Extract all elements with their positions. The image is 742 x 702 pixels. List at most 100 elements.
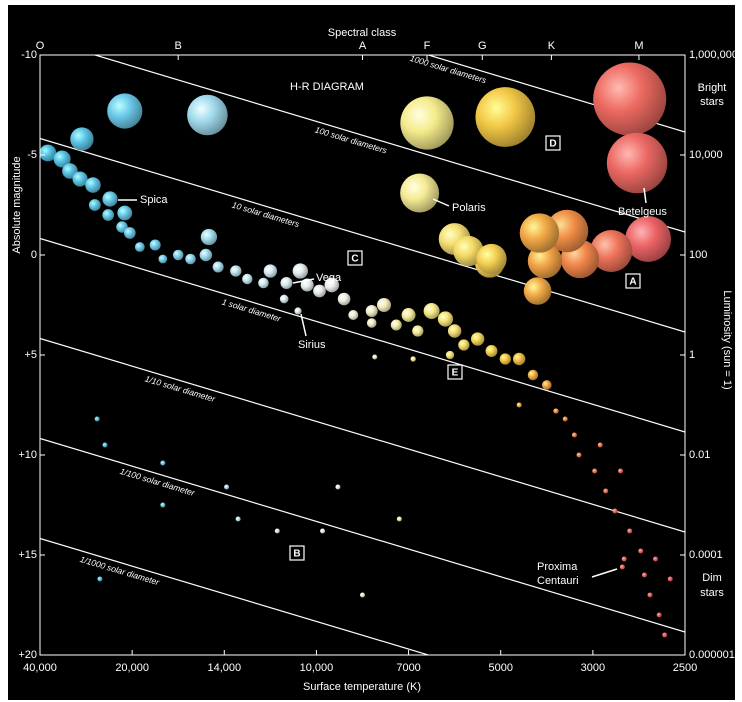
star xyxy=(471,332,484,345)
x-tick-label: 20,000 xyxy=(115,662,149,674)
star xyxy=(107,93,142,128)
y2-tick-label: 100 xyxy=(689,249,707,261)
star xyxy=(377,298,391,312)
star xyxy=(653,557,658,562)
star xyxy=(625,216,671,262)
y2-tick-label: 10,000 xyxy=(689,149,723,161)
x-tick-label: 40,000 xyxy=(23,662,57,674)
star xyxy=(520,213,559,252)
star xyxy=(173,250,184,261)
star xyxy=(213,261,224,272)
star xyxy=(102,443,107,448)
y2-tick-label: 0.0001 xyxy=(689,549,723,561)
star xyxy=(201,229,217,245)
dim-label: Dim xyxy=(702,572,722,584)
y-tick-label: +20 xyxy=(18,649,37,661)
x2-tick-label: A xyxy=(359,40,367,52)
x2-tick-label: F xyxy=(424,40,431,52)
star xyxy=(577,453,582,458)
x2-tick-label: M xyxy=(634,40,643,52)
star xyxy=(102,209,114,221)
star xyxy=(657,613,662,618)
star xyxy=(200,249,212,261)
bright-label: Bright xyxy=(698,82,727,94)
star xyxy=(320,529,325,534)
y2-tick-label: 0.000001 xyxy=(689,649,735,661)
star xyxy=(563,417,568,422)
star xyxy=(622,557,627,562)
chart: Spectral class Surface temperature (K) A… xyxy=(0,0,742,702)
star xyxy=(391,320,402,331)
star xyxy=(593,62,666,135)
star xyxy=(242,274,252,284)
x2-tick-label: O xyxy=(36,40,45,52)
star-label: Centauri xyxy=(537,575,579,587)
star-label: Betelgeus xyxy=(618,206,667,218)
star xyxy=(592,469,597,474)
star xyxy=(224,485,229,490)
star xyxy=(294,307,301,314)
star xyxy=(642,573,647,578)
star xyxy=(313,285,326,298)
star xyxy=(236,517,241,522)
region-label: D xyxy=(549,139,556,150)
star xyxy=(500,353,511,364)
star xyxy=(524,277,552,305)
star xyxy=(338,293,351,306)
star xyxy=(264,264,277,277)
star-label: Polaris xyxy=(452,202,486,214)
star xyxy=(662,633,667,638)
star xyxy=(438,311,453,326)
star xyxy=(486,345,498,357)
star xyxy=(158,255,167,264)
star xyxy=(360,593,365,598)
star xyxy=(335,485,340,490)
star xyxy=(402,308,416,322)
y-tick-label: -10 xyxy=(21,49,37,61)
x-tick-label: 14,000 xyxy=(207,662,241,674)
x-tick-label: 10,000 xyxy=(300,662,334,674)
star xyxy=(620,565,625,570)
star-label: Spica xyxy=(140,194,168,206)
star xyxy=(97,577,102,582)
star xyxy=(187,95,228,136)
y-tick-label: +5 xyxy=(24,349,37,361)
region-label: E xyxy=(452,368,459,379)
star xyxy=(542,380,552,390)
star xyxy=(258,278,269,289)
x2-tick-label: G xyxy=(478,40,487,52)
star xyxy=(647,593,652,598)
region-label: C xyxy=(351,254,358,265)
y2-tick-label: 1,000,000 xyxy=(689,49,738,61)
star xyxy=(607,133,668,194)
star xyxy=(275,529,280,534)
star xyxy=(89,199,101,211)
star xyxy=(446,351,454,359)
star xyxy=(397,517,402,522)
star xyxy=(102,191,117,206)
star xyxy=(476,244,506,274)
star-label: Vega xyxy=(316,272,342,284)
y2-axis-title: Luminosity (sun = 1) xyxy=(721,290,733,389)
x-axis-title: Surface temperature (K) xyxy=(303,681,421,693)
y-tick-label: +10 xyxy=(18,449,37,461)
star xyxy=(448,324,461,337)
star xyxy=(668,577,673,582)
star xyxy=(230,265,241,276)
x-tick-label: 5000 xyxy=(488,662,512,674)
x-tick-label: 3000 xyxy=(581,662,605,674)
bright-label: stars xyxy=(700,96,724,108)
star xyxy=(70,127,93,150)
star xyxy=(117,206,132,221)
y2-tick-label: 1 xyxy=(689,349,695,361)
x-tick-label: 2500 xyxy=(673,662,697,674)
star xyxy=(160,461,165,466)
star xyxy=(513,353,525,365)
star xyxy=(553,408,558,413)
star xyxy=(293,263,308,278)
star xyxy=(603,489,608,494)
x2-tick-label: B xyxy=(175,40,182,52)
star xyxy=(618,469,623,474)
star xyxy=(372,355,377,360)
star xyxy=(400,96,453,149)
